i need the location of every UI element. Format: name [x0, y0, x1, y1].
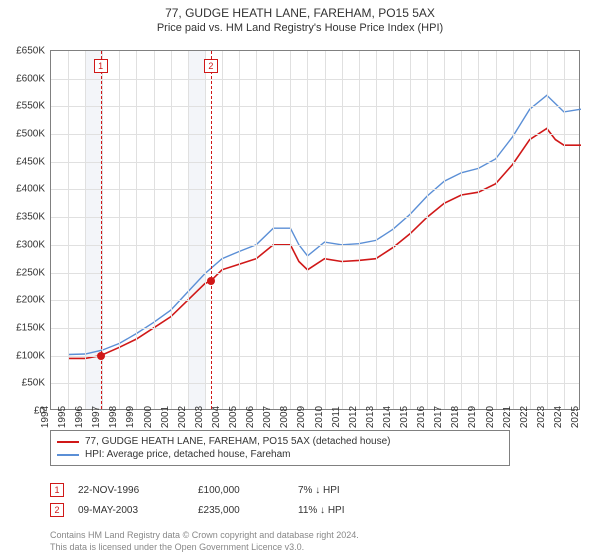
chart-container: 77, GUDGE HEATH LANE, FAREHAM, PO15 5AX …	[0, 0, 600, 560]
x-axis-label: 2000	[143, 406, 154, 428]
sale-price: £235,000	[198, 505, 298, 516]
y-axis-label: £450K	[16, 156, 45, 167]
chart-marker-box: 2	[204, 59, 218, 73]
x-axis-label: 2012	[348, 406, 359, 428]
sale-marker-box: 2	[50, 503, 64, 517]
sale-relative: 11% ↓ HPI	[298, 505, 418, 516]
x-axis-label: 2001	[160, 406, 171, 428]
y-axis-label: £600K	[16, 73, 45, 84]
legend-swatch	[57, 441, 79, 443]
x-axis-label: 2017	[433, 406, 444, 428]
plot-area: £0£50K£100K£150K£200K£250K£300K£350K£400…	[50, 50, 580, 410]
sale-row: 2 09-MAY-2003 £235,000 11% ↓ HPI	[50, 500, 570, 520]
legend-item-hpi: HPI: Average price, detached house, Fare…	[57, 448, 503, 461]
x-axis-label: 2013	[365, 406, 376, 428]
sale-row: 1 22-NOV-1996 £100,000 7% ↓ HPI	[50, 480, 570, 500]
y-axis-label: £100K	[16, 350, 45, 361]
sale-relative: 7% ↓ HPI	[298, 485, 418, 496]
sale-point	[97, 352, 105, 360]
x-axis-label: 2008	[279, 406, 290, 428]
x-axis-label: 2004	[211, 406, 222, 428]
y-axis-label: £250K	[16, 267, 45, 278]
y-axis-label: £50K	[22, 378, 45, 389]
chart-area: £0£50K£100K£150K£200K£250K£300K£350K£400…	[50, 50, 580, 410]
legend-item-price-paid: 77, GUDGE HEATH LANE, FAREHAM, PO15 5AX …	[57, 435, 503, 448]
x-axis-label: 2002	[177, 406, 188, 428]
x-axis-label: 2016	[416, 406, 427, 428]
x-axis-label: 2006	[245, 406, 256, 428]
sales-table: 1 22-NOV-1996 £100,000 7% ↓ HPI 2 09-MAY…	[50, 480, 570, 520]
x-axis-label: 2015	[399, 406, 410, 428]
x-axis-label: 1997	[91, 406, 102, 428]
line-series-svg	[51, 51, 581, 411]
x-axis-label: 2010	[314, 406, 325, 428]
sale-point	[207, 277, 215, 285]
x-axis-label: 2003	[194, 406, 205, 428]
sale-date: 09-MAY-2003	[78, 505, 198, 516]
sale-price: £100,000	[198, 485, 298, 496]
x-axis-label: 2005	[228, 406, 239, 428]
page-title: 77, GUDGE HEATH LANE, FAREHAM, PO15 5AX	[0, 0, 600, 20]
legend-label: HPI: Average price, detached house, Fare…	[85, 449, 291, 460]
x-axis-label: 2022	[519, 406, 530, 428]
y-axis-label: £550K	[16, 101, 45, 112]
footer-line: Contains HM Land Registry data © Crown c…	[50, 530, 570, 542]
page-subtitle: Price paid vs. HM Land Registry's House …	[0, 20, 600, 34]
x-axis-label: 2023	[536, 406, 547, 428]
x-axis-label: 2014	[382, 406, 393, 428]
x-axis-label: 1994	[40, 406, 51, 428]
sale-date: 22-NOV-1996	[78, 485, 198, 496]
legend-box: 77, GUDGE HEATH LANE, FAREHAM, PO15 5AX …	[50, 430, 510, 466]
y-axis-label: £200K	[16, 295, 45, 306]
footer-line: This data is licensed under the Open Gov…	[50, 542, 570, 554]
y-axis-label: £400K	[16, 184, 45, 195]
x-axis-label: 2009	[296, 406, 307, 428]
legend-swatch	[57, 454, 79, 456]
x-axis-label: 2024	[553, 406, 564, 428]
footer-attribution: Contains HM Land Registry data © Crown c…	[50, 530, 570, 553]
sale-marker-box: 1	[50, 483, 64, 497]
y-axis-label: £150K	[16, 322, 45, 333]
y-axis-label: £500K	[16, 129, 45, 140]
x-axis-label: 2011	[331, 406, 342, 428]
legend-label: 77, GUDGE HEATH LANE, FAREHAM, PO15 5AX …	[85, 436, 391, 447]
x-axis-label: 2025	[570, 406, 581, 428]
x-axis-label: 2019	[467, 406, 478, 428]
x-axis-label: 2020	[485, 406, 496, 428]
chart-marker-box: 1	[94, 59, 108, 73]
y-axis-label: £300K	[16, 239, 45, 250]
y-axis-label: £650K	[16, 46, 45, 57]
x-axis-label: 1999	[125, 406, 136, 428]
x-axis-label: 1996	[74, 406, 85, 428]
x-axis-label: 2007	[262, 406, 273, 428]
x-axis-label: 2021	[502, 406, 513, 428]
x-axis-label: 1995	[57, 406, 68, 428]
y-axis-label: £350K	[16, 212, 45, 223]
x-axis-label: 1998	[108, 406, 119, 428]
x-axis-label: 2018	[450, 406, 461, 428]
